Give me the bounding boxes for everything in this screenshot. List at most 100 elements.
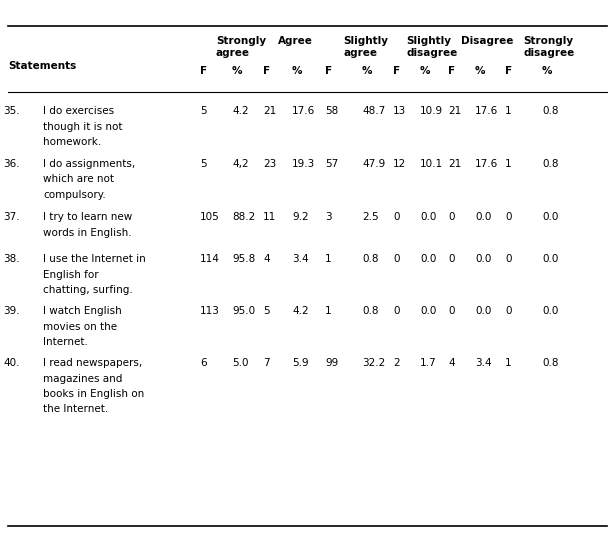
Text: 6: 6 xyxy=(200,358,207,368)
Text: %: % xyxy=(420,66,430,76)
Text: F: F xyxy=(448,66,455,76)
Text: %: % xyxy=(232,66,242,76)
Text: movies on the: movies on the xyxy=(43,321,117,331)
Text: which are not: which are not xyxy=(43,175,114,184)
Text: 9.2: 9.2 xyxy=(292,212,308,222)
Text: 17.6: 17.6 xyxy=(475,159,498,169)
Text: 0: 0 xyxy=(448,254,455,264)
Text: Internet.: Internet. xyxy=(43,337,88,347)
Text: 21: 21 xyxy=(448,106,461,116)
Text: 95.0: 95.0 xyxy=(232,306,255,316)
Text: chatting, surfing.: chatting, surfing. xyxy=(43,285,133,295)
Text: homework.: homework. xyxy=(43,137,101,147)
Text: 0.0: 0.0 xyxy=(420,212,436,222)
Text: 114: 114 xyxy=(200,254,220,264)
Text: 0: 0 xyxy=(393,306,400,316)
Text: 32.2: 32.2 xyxy=(362,358,385,368)
Text: F: F xyxy=(263,66,270,76)
Text: 88.2: 88.2 xyxy=(232,212,255,222)
Text: 0: 0 xyxy=(448,212,455,222)
Text: F: F xyxy=(200,66,207,76)
Text: magazines and: magazines and xyxy=(43,373,122,383)
Text: I do exercises: I do exercises xyxy=(43,106,114,116)
Text: compulsory.: compulsory. xyxy=(43,190,106,200)
Text: 5: 5 xyxy=(263,306,270,316)
Text: 0.0: 0.0 xyxy=(542,212,558,222)
Text: 0.8: 0.8 xyxy=(362,306,378,316)
Text: 3: 3 xyxy=(325,212,332,222)
Text: F: F xyxy=(393,66,400,76)
Text: 99: 99 xyxy=(325,358,338,368)
Text: English for: English for xyxy=(43,269,99,280)
Text: I read newspapers,: I read newspapers, xyxy=(43,358,142,368)
Text: 0.0: 0.0 xyxy=(475,212,491,222)
Text: 48.7: 48.7 xyxy=(362,106,385,116)
Text: I try to learn new: I try to learn new xyxy=(43,212,132,222)
Text: Strongly
disagree: Strongly disagree xyxy=(523,36,575,58)
Text: Slightly
agree: Slightly agree xyxy=(343,36,389,58)
Text: 57: 57 xyxy=(325,159,338,169)
Text: I do assignments,: I do assignments, xyxy=(43,159,135,169)
Text: 10.9: 10.9 xyxy=(420,106,443,116)
Text: 5.9: 5.9 xyxy=(292,358,308,368)
Text: the Internet.: the Internet. xyxy=(43,404,108,414)
Text: 21: 21 xyxy=(448,159,461,169)
Text: 1: 1 xyxy=(505,358,512,368)
Text: though it is not: though it is not xyxy=(43,121,122,131)
Text: 1: 1 xyxy=(505,159,512,169)
Text: 0: 0 xyxy=(393,254,400,264)
Text: 36.: 36. xyxy=(4,159,20,169)
Text: 11: 11 xyxy=(263,212,276,222)
Text: 3.4: 3.4 xyxy=(475,358,491,368)
Text: 0: 0 xyxy=(505,212,512,222)
Text: 12: 12 xyxy=(393,159,406,169)
Text: 0.8: 0.8 xyxy=(362,254,378,264)
Text: 95.8: 95.8 xyxy=(232,254,255,264)
Text: %: % xyxy=(475,66,485,76)
Text: 0.0: 0.0 xyxy=(420,254,436,264)
Text: %: % xyxy=(362,66,373,76)
Text: 0.8: 0.8 xyxy=(542,358,559,368)
Text: 2: 2 xyxy=(393,358,400,368)
Text: 0.0: 0.0 xyxy=(475,254,491,264)
Text: 113: 113 xyxy=(200,306,220,316)
Text: 1: 1 xyxy=(325,254,332,264)
Text: Statements: Statements xyxy=(8,61,76,71)
Text: 0.0: 0.0 xyxy=(542,254,558,264)
Text: Strongly
agree: Strongly agree xyxy=(216,36,266,58)
Text: 21: 21 xyxy=(263,106,276,116)
Text: Disagree: Disagree xyxy=(461,36,514,46)
Text: F: F xyxy=(505,66,512,76)
Text: 0: 0 xyxy=(505,306,512,316)
Text: %: % xyxy=(292,66,302,76)
Text: 38.: 38. xyxy=(4,254,20,264)
Text: 4: 4 xyxy=(448,358,455,368)
Text: 5.0: 5.0 xyxy=(232,358,248,368)
Text: I watch English: I watch English xyxy=(43,306,122,316)
Text: 4.2: 4.2 xyxy=(292,306,308,316)
Text: Agree: Agree xyxy=(277,36,312,46)
Text: 3.4: 3.4 xyxy=(292,254,308,264)
Text: 0.0: 0.0 xyxy=(420,306,436,316)
Text: 4.2: 4.2 xyxy=(232,106,248,116)
Text: 1: 1 xyxy=(325,306,332,316)
Text: 0.0: 0.0 xyxy=(542,306,558,316)
Text: 17.6: 17.6 xyxy=(475,106,498,116)
Text: 2.5: 2.5 xyxy=(362,212,379,222)
Text: 1.7: 1.7 xyxy=(420,358,436,368)
Text: 7: 7 xyxy=(263,358,270,368)
Text: 4,2: 4,2 xyxy=(232,159,248,169)
Text: I use the Internet in: I use the Internet in xyxy=(43,254,146,264)
Text: 5: 5 xyxy=(200,106,207,116)
Text: 4: 4 xyxy=(263,254,270,264)
Text: 0.0: 0.0 xyxy=(475,306,491,316)
Text: 0.8: 0.8 xyxy=(542,159,559,169)
Text: 35.: 35. xyxy=(4,106,20,116)
Text: 58: 58 xyxy=(325,106,338,116)
Text: F: F xyxy=(325,66,332,76)
Text: 47.9: 47.9 xyxy=(362,159,385,169)
Text: 39.: 39. xyxy=(4,306,20,316)
Text: 0: 0 xyxy=(448,306,455,316)
Text: books in English on: books in English on xyxy=(43,389,144,399)
Text: 17.6: 17.6 xyxy=(292,106,315,116)
